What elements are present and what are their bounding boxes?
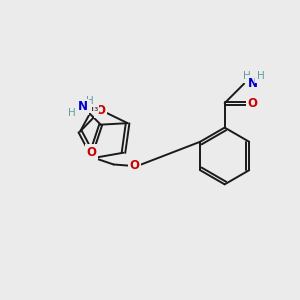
Text: CH₃: CH₃ (80, 103, 99, 113)
Text: O: O (87, 146, 97, 159)
Text: H: H (68, 108, 76, 118)
Text: O: O (96, 103, 106, 117)
Text: O: O (248, 97, 257, 110)
Text: H: H (256, 71, 264, 81)
Text: O: O (129, 159, 140, 172)
Text: N: N (78, 100, 88, 113)
Text: N: N (248, 76, 257, 90)
Text: H: H (86, 96, 94, 106)
Text: H: H (243, 71, 250, 81)
